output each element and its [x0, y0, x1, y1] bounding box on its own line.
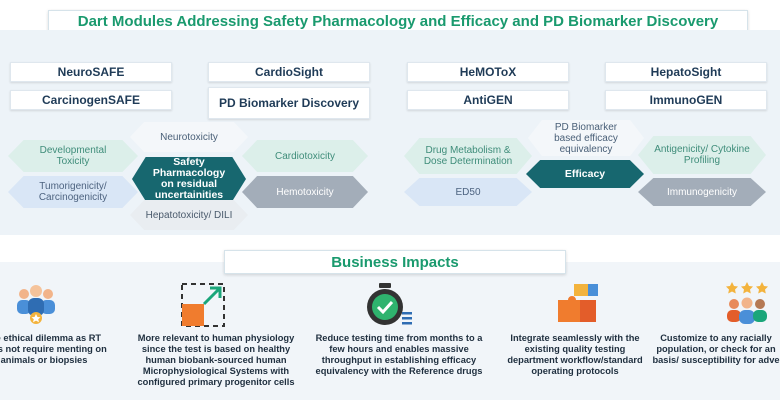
hex-efficacy: Efficacy — [526, 160, 644, 188]
hex-ed50: ED50 — [404, 178, 532, 206]
module-antigen: AntiGEN — [407, 90, 569, 110]
hex-drug-metabolism: Drug Metabolism & Dose Determination — [404, 138, 532, 174]
module-carcinogensafe: CarcinogenSAFE — [10, 90, 172, 110]
impact-text-customize: Customize to any racially population, or… — [652, 333, 780, 365]
hex-cardiotoxicity: Cardiotoxicity — [242, 140, 368, 172]
impact-text-ethics: the ethical dilemma as RT does not requi… — [0, 333, 107, 365]
module-hepatosight: HepatoSight — [605, 62, 767, 82]
business-impacts-title: Business Impacts — [224, 250, 566, 274]
module-cardiosight: CardioSight — [208, 62, 370, 82]
hex-developmental-toxicity: Developmental Toxicity — [8, 140, 138, 172]
hex-antigenicity: Antigenicity/ Cytokine Profiling — [638, 136, 766, 174]
hex-neurotoxicity: Neurotoxicity — [130, 122, 248, 152]
module-neurosafe: NeuroSAFE — [10, 62, 172, 82]
hex-tumorigenicity: Tumorigenicity/ Carcinogenicity — [8, 176, 138, 208]
impact-text-integration: Integrate seamlessly with the existing q… — [507, 333, 643, 376]
hex-hemotoxicity: Hemotoxicity — [242, 176, 368, 208]
impact-text-time: Reduce testing time from months to a few… — [315, 333, 483, 376]
module-pd-biomarker: PD Biomarker Discovery — [208, 87, 370, 119]
module-immunogen: ImmunoGEN — [605, 90, 767, 110]
stopwatch-check-icon — [367, 283, 412, 325]
hex-immunogenicity: Immunogenicity — [638, 178, 766, 206]
puzzle-icon — [558, 284, 598, 322]
hex-hepatotoxicity: Hepatotoxicity/ DILI — [130, 200, 248, 230]
hex-safety-pharmacology: Safety Pharmacology on residual uncertai… — [132, 157, 246, 201]
module-hemotox: HeMOToX — [407, 62, 569, 82]
team-award-icon — [17, 285, 55, 324]
hex-pd-biomarker-equivalency: PD Biomarker based efficacy equivalency — [528, 120, 644, 156]
impact-text-relevance: More relevant to human physiology since … — [137, 333, 295, 387]
page-title: Dart Modules Addressing Safety Pharmacol… — [48, 10, 748, 32]
expand-arrows-icon — [181, 283, 225, 327]
people-stars-icon — [726, 282, 768, 324]
